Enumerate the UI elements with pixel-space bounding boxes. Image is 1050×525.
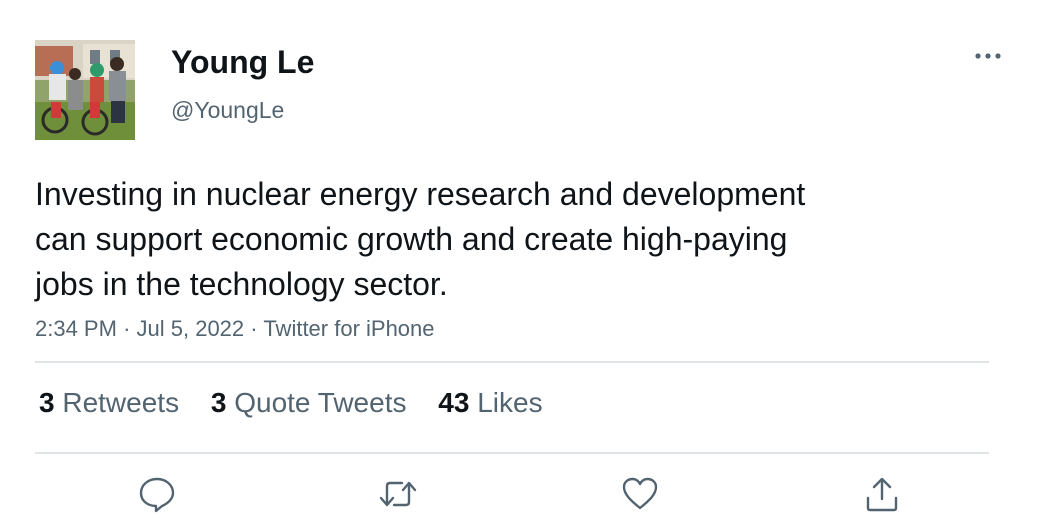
quote-tweets-count: 3 — [210, 387, 227, 418]
tweet-metadata: 2:34 PM · Jul 5, 2022 · Twitter for iPho… — [35, 316, 435, 342]
tweet-text: Investing in nuclear energy research and… — [35, 176, 806, 302]
likes-label: Likes — [477, 387, 543, 418]
like-button[interactable] — [620, 474, 660, 514]
meta-separator: · — [250, 316, 258, 341]
user-handle[interactable]: @YoungLe — [171, 97, 285, 123]
tweet-date[interactable]: Jul 5, 2022 — [136, 316, 245, 341]
meta-separator: · — [123, 316, 131, 341]
retweet-icon — [379, 481, 417, 507]
quote-tweets-stat[interactable]: 3 Quote Tweets — [211, 387, 407, 419]
heart-icon — [622, 477, 658, 510]
more-horizontal-icon — [975, 53, 1001, 59]
likes-count: 43 — [438, 387, 470, 418]
tweet-time[interactable]: 2:34 PM — [35, 316, 117, 341]
quote-tweets-label: Quote Tweets — [234, 387, 407, 418]
engagement-stats: 3 Retweets 3 Quote Tweets 43 Likes — [39, 387, 567, 419]
retweets-label: Retweets — [62, 387, 180, 418]
divider — [35, 452, 989, 454]
avatar-photo — [35, 40, 135, 140]
display-name[interactable]: Young Le — [171, 44, 315, 80]
likes-stat[interactable]: 43 Likes — [438, 387, 542, 419]
reply-icon — [139, 477, 175, 513]
reply-button[interactable] — [137, 474, 177, 514]
more-options-button[interactable] — [970, 42, 1006, 70]
retweets-stat[interactable]: 3 Retweets — [39, 387, 179, 419]
share-button[interactable] — [862, 474, 902, 514]
avatar[interactable] — [35, 40, 135, 140]
tweet-source[interactable]: Twitter for iPhone — [263, 316, 435, 341]
retweets-count: 3 — [39, 387, 55, 418]
divider — [35, 361, 989, 363]
retweet-button[interactable] — [378, 474, 418, 514]
share-icon — [866, 477, 898, 512]
